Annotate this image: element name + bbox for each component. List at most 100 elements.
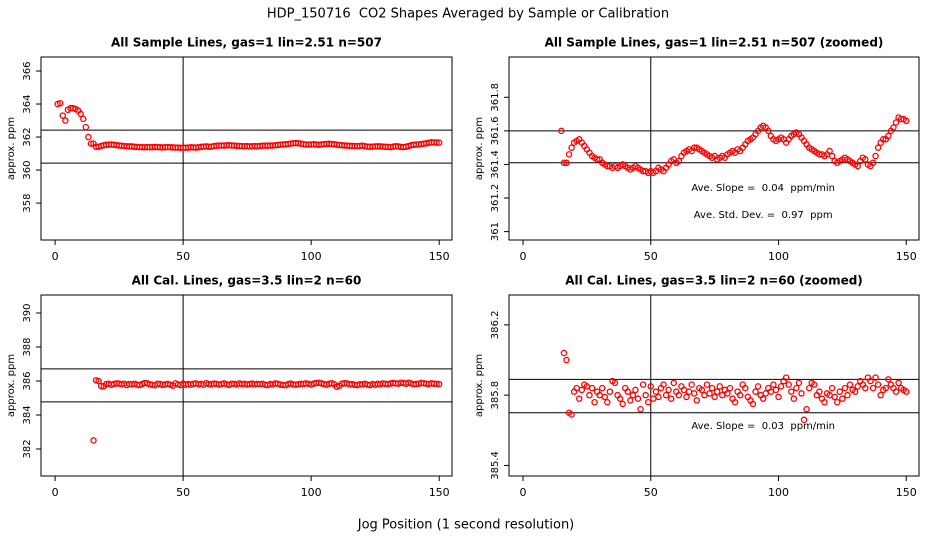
point: [828, 152, 836, 160]
point: [627, 397, 634, 404]
point: [798, 390, 805, 397]
point: [882, 384, 890, 392]
point: [731, 398, 739, 406]
point: [568, 411, 575, 418]
point: [749, 400, 757, 408]
point: [647, 383, 655, 390]
point: [652, 388, 660, 395]
point: [619, 400, 626, 408]
panel-title: All Cal. Lines, gas=3.5 lin=2 n=60 (zoom…: [565, 274, 863, 288]
y-tick-label: 360: [22, 160, 33, 179]
point: [805, 384, 813, 392]
point: [644, 398, 652, 406]
point: [816, 388, 823, 395]
y-tick-label: 382: [22, 439, 33, 458]
point: [862, 384, 869, 392]
point: [642, 391, 649, 399]
point: [433, 380, 440, 388]
point: [869, 384, 877, 392]
point: [565, 151, 573, 158]
point: [593, 156, 601, 163]
point: [82, 123, 90, 131]
y-tick-label: 390: [22, 303, 33, 322]
point: [775, 393, 782, 401]
panel-title: All Sample Lines, gas=1 lin=2.51 n=507 (…: [545, 36, 884, 50]
point: [433, 139, 440, 146]
point: [578, 386, 586, 394]
annotation: Ave. Std. Dev. = 0.97 ppm: [694, 210, 833, 221]
point: [629, 391, 637, 399]
y-tick-label: 361: [490, 222, 501, 241]
y-tick-label: 361.6: [490, 117, 501, 146]
point: [826, 147, 833, 155]
point: [869, 159, 877, 167]
point: [611, 379, 619, 387]
point: [634, 395, 642, 402]
point: [790, 395, 798, 402]
y-tick-label: 366: [22, 61, 33, 80]
point: [877, 391, 884, 399]
point: [624, 388, 632, 395]
x-tick-label: 150: [896, 250, 917, 263]
point: [902, 388, 910, 395]
point: [606, 388, 614, 395]
annotation: Ave. Slope = 0.03 ppm/min: [691, 421, 835, 432]
point: [895, 379, 902, 387]
point: [879, 136, 887, 143]
point: [800, 416, 808, 424]
point: [591, 398, 598, 406]
point: [759, 395, 767, 402]
panel-title: All Sample Lines, gas=1 lin=2.51 n=507: [111, 36, 382, 50]
point: [821, 398, 828, 406]
point: [854, 162, 861, 170]
point: [662, 391, 670, 399]
y-axis-label: approx. ppm: [474, 117, 485, 180]
y-tick-label: 388: [22, 337, 33, 356]
point: [724, 390, 731, 397]
point: [890, 124, 897, 131]
x-tick-label: 100: [301, 250, 322, 263]
point: [772, 386, 780, 394]
figure-title: HDP_150716 CO2 Shapes Averaged by Sample…: [267, 7, 669, 22]
annotation: Ave. Slope = 0.04 ppm/min: [691, 183, 835, 194]
point: [56, 99, 64, 107]
x-tick-label: 0: [52, 486, 59, 499]
point: [435, 380, 443, 388]
panel-title: All Cal. Lines, gas=3.5 lin=2 n=60: [132, 274, 362, 288]
point: [785, 381, 792, 388]
point: [693, 397, 701, 404]
point: [601, 393, 609, 401]
point: [655, 393, 662, 401]
y-tick-label: 361.4: [490, 150, 501, 179]
point: [604, 398, 611, 406]
point: [726, 384, 734, 392]
point: [690, 390, 698, 397]
point: [844, 391, 851, 399]
point: [435, 139, 443, 146]
point: [670, 379, 678, 387]
x-tick-label: 150: [896, 486, 917, 499]
point: [683, 393, 690, 401]
y-tick-label: 386.2: [490, 311, 501, 340]
point: [80, 115, 87, 123]
point: [560, 159, 568, 167]
point: [675, 391, 683, 399]
point: [828, 384, 836, 392]
point: [872, 374, 879, 381]
x-tick-label: 50: [644, 486, 658, 499]
x-tick-label: 150: [429, 250, 450, 263]
point: [563, 159, 570, 167]
point: [803, 405, 810, 413]
point: [752, 388, 759, 395]
point: [85, 133, 92, 141]
point: [874, 381, 882, 388]
x-tick-label: 100: [768, 486, 789, 499]
point: [711, 393, 718, 401]
y-axis-label: approx. ppm: [6, 117, 17, 180]
point: [560, 349, 568, 357]
point: [793, 384, 800, 392]
point: [874, 144, 882, 151]
point: [660, 381, 667, 388]
y-axis-label: approx. ppm: [474, 354, 485, 417]
point: [885, 376, 892, 383]
